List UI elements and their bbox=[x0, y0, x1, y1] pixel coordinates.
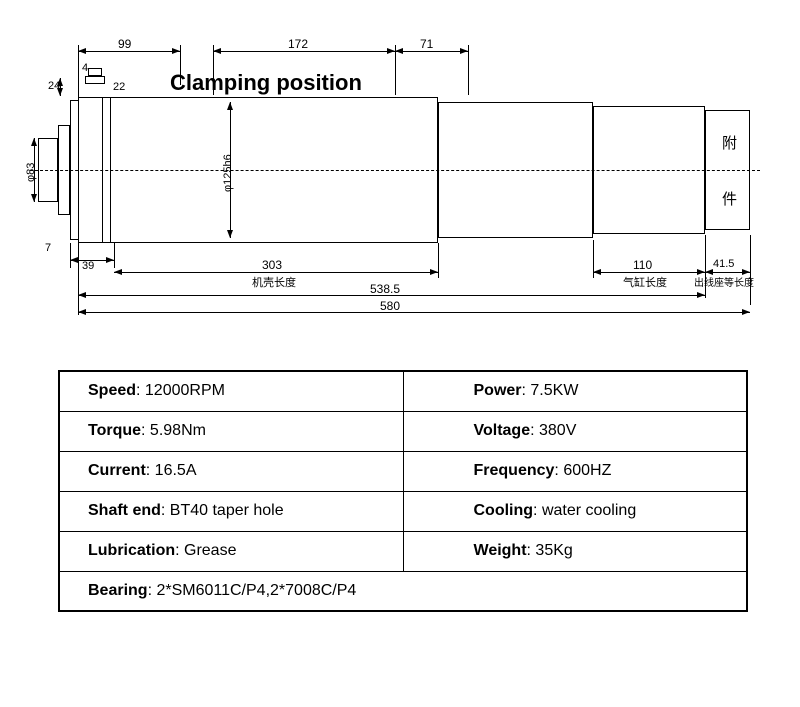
table-row: Torque: 5.98Nm Voltage: 380V bbox=[59, 411, 747, 451]
spec-lubrication: Lubrication: Grease bbox=[59, 531, 403, 571]
spec-speed: Speed: 12000RPM bbox=[59, 371, 403, 411]
table-row: Lubrication: Grease Weight: 35Kg bbox=[59, 531, 747, 571]
dim-5385: 538.5 bbox=[370, 282, 400, 296]
spec-bearing: Bearing: 2*SM6011C/P4,2*7008C/P4 bbox=[59, 571, 747, 611]
table-row: Speed: 12000RPM Power: 7.5KW bbox=[59, 371, 747, 411]
dim-99: 99 bbox=[118, 37, 131, 51]
spec-shaft-end: Shaft end: BT40 taper hole bbox=[59, 491, 403, 531]
attachment-char1: 附 bbox=[722, 132, 737, 153]
spec-cooling: Cooling: water cooling bbox=[403, 491, 747, 531]
spec-torque: Torque: 5.98Nm bbox=[59, 411, 403, 451]
cn-body-length: 机壳长度 bbox=[252, 274, 296, 290]
cn-outlet-length: 出线座等长度 bbox=[694, 274, 754, 289]
cn-cylinder-length: 气缸长度 bbox=[623, 274, 667, 290]
dim-22: 22 bbox=[113, 81, 125, 93]
centerline bbox=[30, 170, 760, 171]
dim-580: 580 bbox=[380, 299, 400, 313]
dim-415: 41.5 bbox=[713, 258, 734, 270]
spec-weight: Weight: 35Kg bbox=[403, 531, 747, 571]
technical-drawing: 99 172 71 4 24 22 Clamping position φ83 bbox=[30, 20, 770, 340]
spec-voltage: Voltage: 380V bbox=[403, 411, 747, 451]
attachment-char2: 件 bbox=[722, 188, 737, 209]
table-row: Current: 16.5A Frequency: 600HZ bbox=[59, 451, 747, 491]
spec-power: Power: 7.5KW bbox=[403, 371, 747, 411]
clamping-position-label: Clamping position bbox=[170, 70, 362, 96]
dim-phi83: φ83 bbox=[25, 163, 37, 182]
spec-current: Current: 16.5A bbox=[59, 451, 403, 491]
spec-table: Speed: 12000RPM Power: 7.5KW Torque: 5.9… bbox=[58, 370, 748, 612]
dim-39: 39 bbox=[82, 260, 94, 272]
dim-phi125h6: φ125h6 bbox=[222, 154, 234, 192]
dim-7: 7 bbox=[45, 242, 51, 254]
table-row: Shaft end: BT40 taper hole Cooling: wate… bbox=[59, 491, 747, 531]
dim-110: 110 bbox=[633, 258, 652, 272]
dim-172: 172 bbox=[288, 37, 308, 51]
dim-71: 71 bbox=[420, 37, 433, 51]
dim-303: 303 bbox=[262, 258, 282, 272]
spec-frequency: Frequency: 600HZ bbox=[403, 451, 747, 491]
table-row: Bearing: 2*SM6011C/P4,2*7008C/P4 bbox=[59, 571, 747, 611]
